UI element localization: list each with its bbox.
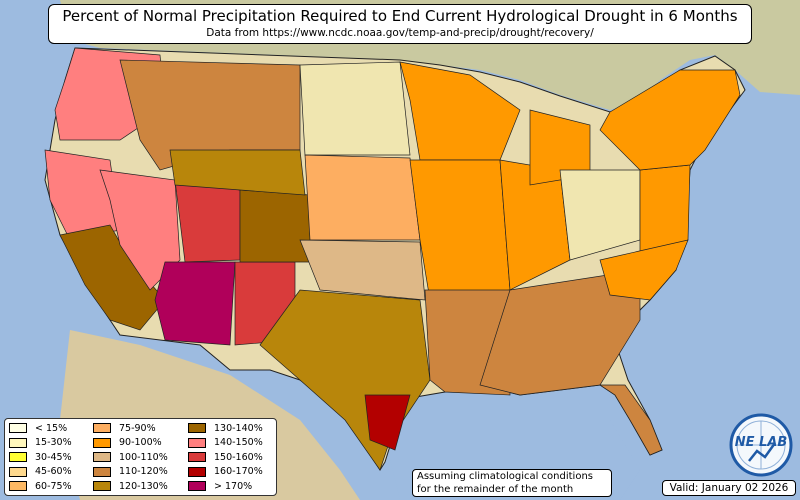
- legend-swatch: [188, 437, 206, 448]
- region-colorado: [239, 189, 311, 263]
- legend-item: 75-90%: [93, 421, 168, 436]
- legend-label: 75-90%: [119, 422, 156, 434]
- legend-item: 130-140%: [188, 421, 263, 436]
- legend-swatch: [93, 466, 111, 477]
- legend-label: 150-160%: [214, 451, 263, 463]
- title-box: Percent of Normal Precipitation Required…: [48, 4, 752, 44]
- legend-swatch: [93, 452, 111, 463]
- legend-label: 60-75%: [35, 480, 72, 492]
- legend-swatch: [188, 481, 206, 492]
- legend-swatch: [93, 481, 111, 492]
- legend-label: 160-170%: [214, 466, 263, 478]
- region-carolinas: [599, 239, 689, 301]
- legend-label: 30-45%: [35, 451, 72, 463]
- legend-label: 90-100%: [119, 437, 162, 449]
- legend-swatch: [188, 466, 206, 477]
- legend-swatch: [9, 423, 27, 434]
- legend-label: 140-150%: [214, 437, 263, 449]
- legend-swatch: [93, 437, 111, 448]
- legend-label: 45-60%: [35, 466, 72, 478]
- legend-swatch: [188, 423, 206, 434]
- legend-item: 150-160%: [188, 450, 263, 465]
- legend-item: 120-130%: [93, 479, 168, 494]
- legend-label: 110-120%: [119, 466, 168, 478]
- nelab-logo: NE LAB: [729, 413, 793, 477]
- logo-text: NE LAB: [734, 435, 788, 450]
- legend-label: 100-110%: [119, 451, 168, 463]
- legend-label: 120-130%: [119, 480, 168, 492]
- region-dakotas: [299, 61, 411, 156]
- region-oklahoma: [299, 239, 426, 301]
- assumption-note: Assuming climatological conditions for t…: [412, 469, 612, 497]
- legend-col-1: < 15% 15-30% 30-45% 45-60% 60-75%: [9, 421, 72, 494]
- legend-swatch: [9, 481, 27, 492]
- region-wyoming: [169, 149, 306, 196]
- legend-col-2: 75-90% 90-100% 100-110% 110-120% 120-130%: [93, 421, 168, 494]
- legend-swatch: [93, 423, 111, 434]
- legend-swatch: [9, 437, 27, 448]
- valid-date: Valid: January 02 2026: [662, 480, 796, 496]
- region-northeast: [599, 69, 741, 171]
- legend-item: 160-170%: [188, 465, 263, 480]
- globe-icon: [729, 413, 793, 477]
- legend-item: 100-110%: [93, 450, 168, 465]
- legend-col-3: 130-140% 140-150% 150-160% 160-170% > 170%: [188, 421, 263, 494]
- legend-item: 45-60%: [9, 465, 72, 480]
- map-title: Percent of Normal Precipitation Required…: [62, 7, 738, 25]
- legend-item: < 15%: [9, 421, 72, 436]
- legend-label: 130-140%: [214, 422, 263, 434]
- region-utah: [174, 179, 241, 263]
- legend-item: 60-75%: [9, 479, 72, 494]
- region-california-central: [59, 224, 166, 331]
- legend-item: 110-120%: [93, 465, 168, 480]
- legend: < 15% 15-30% 30-45% 45-60% 60-75% 75-90% 90-1…: [4, 418, 277, 496]
- region-nebraska-kansas: [304, 154, 421, 241]
- legend-label: > 170%: [214, 480, 253, 492]
- note-line-2: for the remainder of the month: [417, 483, 574, 495]
- legend-label: 15-30%: [35, 437, 72, 449]
- region-arizona: [154, 261, 236, 346]
- region-florida: [598, 384, 663, 456]
- legend-item: 90-100%: [93, 436, 168, 451]
- region-texas-east: [364, 394, 411, 451]
- legend-item: 30-45%: [9, 450, 72, 465]
- legend-label: < 15%: [35, 422, 68, 434]
- legend-swatch: [9, 452, 27, 463]
- legend-item: > 170%: [188, 479, 263, 494]
- map-subtitle: Data from https://www.ncdc.noaa.gov/temp…: [206, 27, 594, 39]
- legend-item: 140-150%: [188, 436, 263, 451]
- legend-swatch: [188, 452, 206, 463]
- note-line-1: Assuming climatological conditions: [417, 471, 593, 482]
- legend-item: 15-30%: [9, 436, 72, 451]
- legend-swatch: [9, 466, 27, 477]
